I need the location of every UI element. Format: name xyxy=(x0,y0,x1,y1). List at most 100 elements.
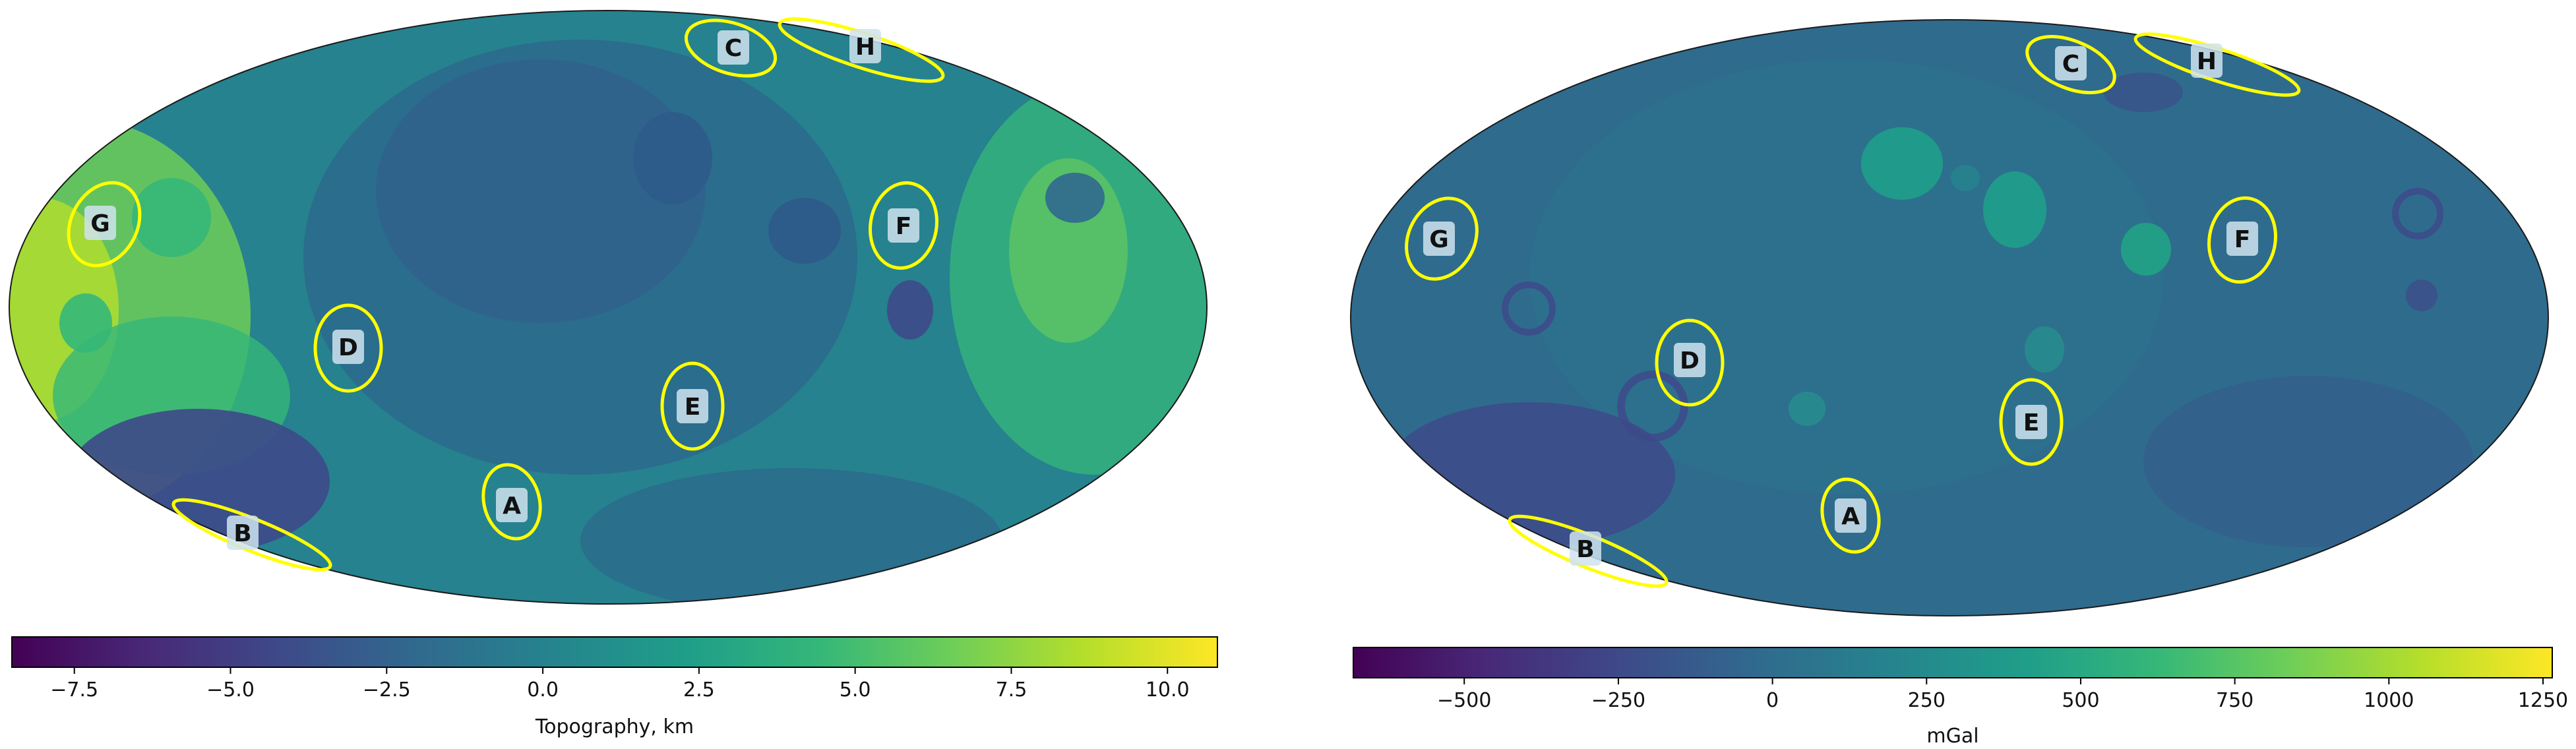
colorbar-tick: 1000 xyxy=(2364,678,2414,712)
colorbar-tick: 7.5 xyxy=(996,667,1027,702)
colorbar-tick: 750 xyxy=(2216,678,2254,712)
marker-b: B xyxy=(171,498,332,572)
marker-label: E xyxy=(685,394,701,421)
marker-a: A xyxy=(481,463,542,541)
marker-label: E xyxy=(2023,409,2040,436)
marker-label: H xyxy=(855,34,875,61)
marker-label: F xyxy=(896,213,912,240)
colorbar-tick: −7.5 xyxy=(50,667,98,702)
marker-ellipse xyxy=(2207,196,2277,284)
marker-label: C xyxy=(2062,51,2079,78)
topography-map: A B C D E F G H xyxy=(9,10,1208,605)
marker-h: H xyxy=(2133,32,2301,97)
marker-d: D xyxy=(1655,318,1725,407)
marker-ellipse xyxy=(660,361,725,451)
gravity-colorbar-ticks: −500 −250 0 250 500 750 1000 1250 xyxy=(1437,678,2568,712)
marker-label: H xyxy=(2197,48,2217,75)
marker-label-box xyxy=(1835,498,1866,533)
marker-label-box xyxy=(2055,46,2087,80)
topography-markers: A B C D E F G H xyxy=(67,17,945,572)
topography-colorbar-label: Topography, km xyxy=(535,715,694,738)
colorbar-tick: −2.5 xyxy=(363,667,411,702)
colorbar-tick: 1250 xyxy=(2518,678,2568,712)
colorbar-tick-label: 0.0 xyxy=(527,678,559,702)
marker-d: D xyxy=(313,303,383,393)
marker-label-box xyxy=(718,30,749,65)
marker-ellipse xyxy=(67,181,142,268)
marker-ellipse xyxy=(1405,196,1479,281)
marker-label: B xyxy=(1576,536,1594,563)
colorbar-tick-label: 2.5 xyxy=(683,678,715,702)
marker-label: D xyxy=(1680,347,1700,374)
colorbar-tick-label: 0 xyxy=(1766,689,1779,712)
colorbar-tick-label: −500 xyxy=(1437,689,1491,712)
marker-ellipse xyxy=(481,463,542,541)
marker-label-box xyxy=(849,29,881,63)
marker-h: H xyxy=(778,17,945,83)
marker-label-box xyxy=(888,208,919,243)
marker-label-box xyxy=(2191,44,2223,78)
marker-label-box xyxy=(1674,343,1705,377)
marker-label-box xyxy=(677,389,708,423)
marker-label: D xyxy=(338,334,358,361)
colorbar-tick: −5.0 xyxy=(206,667,255,702)
colorbar-tick: 5.0 xyxy=(840,667,871,702)
colorbar-tick-label: −2.5 xyxy=(363,678,411,702)
marker-e: E xyxy=(1999,378,2064,466)
topography-colorbar: −7.5 −5.0 −2.5 0.0 2.5 5.0 7.5 10.0 Topography,… xyxy=(11,636,1218,738)
marker-f: F xyxy=(868,181,939,270)
colorbar-tick: −500 xyxy=(1437,678,1491,712)
topography-colorbar-ticks: −7.5 −5.0 −2.5 0.0 2.5 5.0 7.5 10.0 xyxy=(50,667,1190,702)
marker-label-box xyxy=(84,206,116,240)
marker-label-box xyxy=(1570,531,1601,566)
marker-label-box xyxy=(2226,222,2258,256)
colorbar-tick: −250 xyxy=(1591,678,1645,712)
colorbar-tick: 10.0 xyxy=(1146,667,1190,702)
colorbar-tick-label: 10.0 xyxy=(1146,678,1190,702)
marker-label-box xyxy=(496,488,528,522)
marker-b: B xyxy=(1508,514,1669,588)
marker-ellipse xyxy=(1999,378,2064,466)
colorbar-tick-label: 250 xyxy=(1908,689,1946,712)
colorbar-tick-label: 5.0 xyxy=(840,678,871,702)
marker-label: A xyxy=(1841,503,1860,530)
marker-label-box xyxy=(332,330,364,364)
colorbar-tick: 500 xyxy=(2062,678,2100,712)
colorbar-tick: 0 xyxy=(1766,678,1779,712)
marker-label: B xyxy=(233,520,251,547)
marker-ellipse xyxy=(1820,477,1881,554)
marker-ellipse xyxy=(313,303,383,393)
colorbar-tick-label: 7.5 xyxy=(996,678,1027,702)
gravity-colorbar-label: mGal xyxy=(1926,725,1978,748)
marker-label: G xyxy=(90,210,110,237)
colorbar-tick-label: −250 xyxy=(1591,689,1645,712)
marker-ellipse xyxy=(2025,35,2116,94)
marker-e: E xyxy=(660,361,725,451)
marker-c: C xyxy=(2025,35,2116,94)
marker-label: G xyxy=(1429,226,1449,253)
marker-label: F xyxy=(2234,226,2251,253)
colorbar-tick: 0.0 xyxy=(527,667,559,702)
marker-label: C xyxy=(725,35,742,62)
colorbar-tick-label: 750 xyxy=(2216,689,2254,712)
marker-g: G xyxy=(1405,196,1479,281)
gravity-colorbar: −500 −250 0 250 500 750 1000 1250 mGal xyxy=(1353,647,2568,748)
marker-label-box xyxy=(2015,405,2047,439)
colorbar-tick-label: −7.5 xyxy=(50,678,98,702)
colorbar-tick: 250 xyxy=(1908,678,1946,712)
marker-ellipse xyxy=(1655,318,1725,407)
marker-label-box xyxy=(1423,222,1455,256)
colorbar-tick-label: 1000 xyxy=(2364,689,2414,712)
gravity-map: A B C D E F G H xyxy=(1350,19,2549,616)
marker-c: C xyxy=(684,18,778,78)
marker-a: A xyxy=(1820,477,1881,554)
marker-label-box xyxy=(227,516,259,550)
marker-label: A xyxy=(503,493,521,520)
marker-ellipse xyxy=(868,181,939,270)
colorbar-tick-label: −5.0 xyxy=(206,678,255,702)
colorbar-tick-label: 500 xyxy=(2062,689,2099,712)
colorbar-tick-label: 1250 xyxy=(2518,689,2568,712)
marker-g: G xyxy=(67,181,142,268)
gravity-markers: A B C D E F G H xyxy=(1405,32,2301,588)
